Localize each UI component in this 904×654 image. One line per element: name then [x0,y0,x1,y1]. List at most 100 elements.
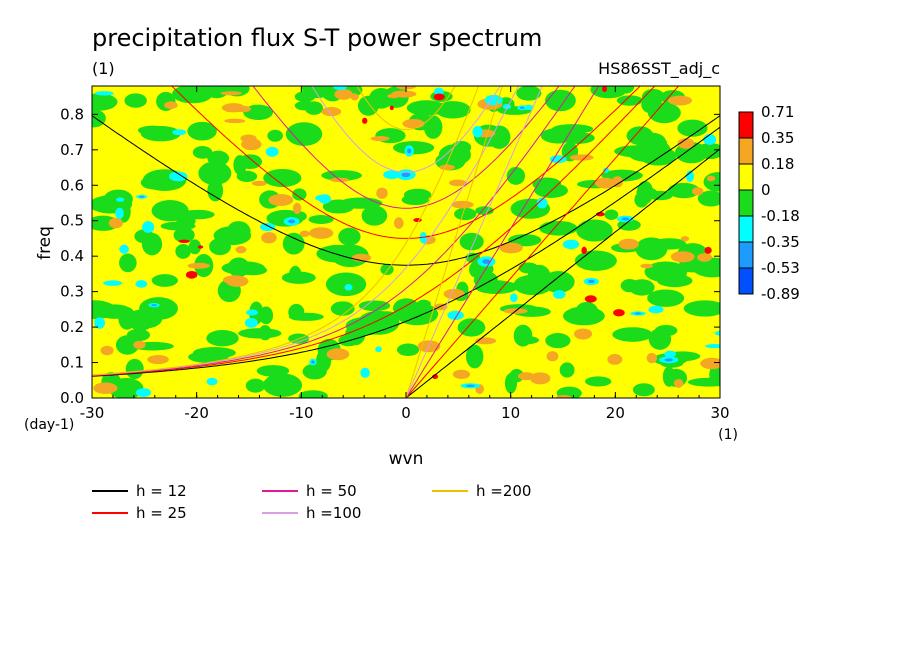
heatmap-blob-green [687,377,720,387]
x-axis-units: (1) [718,427,738,443]
heatmap-blob-green [553,185,568,196]
curve-mrg-h25 [92,86,656,377]
heatmap-blob-orange [451,200,474,209]
heatmap-blob-green [288,312,324,321]
heatmap-blob-green [338,227,361,246]
heatmap-blob-orange [700,357,720,370]
heatmap-blob-orange [220,91,243,96]
heatmap-blob-cyan [333,86,347,91]
curve-kelvin-h25 [405,86,680,398]
heatmap-blob-green [585,376,612,387]
curve-mrg-h50 [92,86,576,376]
heatmap-blob-orange [449,179,467,187]
heatmap-blob-green [576,219,613,242]
heatmap-blob-green [396,343,420,357]
heatmap-blob-orange [402,118,425,129]
curve-kelvin-h12 [405,148,720,398]
heatmap-blob-green [151,200,189,222]
heatmap-blob-green [172,86,213,104]
curve-mrg-h200 [92,86,480,376]
y-tick-label: 0.2 [60,318,84,336]
heatmap-blob-orange [299,230,310,238]
heatmap-blob-green [238,154,263,170]
heatmap-blob-red [704,246,712,254]
heatmap-blob-green [703,172,720,192]
heatmap-blob-green [285,122,323,146]
heatmap-blob-orange [133,340,146,349]
heatmap-blob-cyan [116,197,125,202]
heatmap-blob-green [648,328,672,350]
dispersion-curves [92,86,720,398]
heatmap-blob-cyan [705,343,720,349]
heatmap-blob-green [227,257,250,278]
x-tick-label: 20 [606,404,625,422]
heatmap-blob-green [677,119,708,137]
heatmap-blob-orange [309,227,334,239]
heatmap-blob-cyan [419,231,427,244]
chart-title: precipitation flux S-T power spectrum [92,24,542,52]
heatmap-blob-green [616,95,643,106]
heatmap-blob-green [457,318,486,337]
colorbar-bin [738,163,754,191]
heatmap-blob-green [632,383,655,397]
curve-ig-h200 [356,86,456,131]
heatmap-blob-orange [706,175,716,182]
colorbar-label: -0.89 [761,285,800,303]
heatmap-blob-green [474,280,518,294]
heatmap-blob-blue [151,304,157,307]
heatmap-blob-green [126,328,151,342]
heatmap-blob-green [258,325,272,341]
heatmap-blob-green [617,219,641,231]
heatmap-blob-green [308,214,334,224]
heatmap-blob-cyan [169,171,188,182]
heatmap-blob-green [395,302,439,326]
heatmap-blob-green [559,362,575,378]
heatmap-blob-orange [607,353,623,365]
heatmap-blob-blue [139,195,145,198]
legend-label: h = 50 [306,482,357,500]
heatmap-blob-cyan [103,280,123,286]
colorbar: 0.71 0.35 0.18 0 -0.18 -0.35 -0.53 -0.89 [738,103,800,303]
heatmap-blob-cyan [142,221,155,233]
heatmap-blob-orange [224,118,246,124]
colorbar-label: 0 [761,181,771,199]
heatmap-blob-blue [634,312,642,315]
heatmap-blob-green [119,253,137,273]
heatmap-blob-green [620,279,639,293]
curve-mrg-h12 [92,126,720,377]
heatmap-blob-cyan [685,170,694,182]
heatmap-blob-red [613,309,625,317]
y-tick-label: 0.7 [60,141,84,159]
heatmap-blob-orange [670,251,695,263]
heatmap-blob-green [151,274,178,287]
colorbar-bin [738,215,754,243]
heatmap-blob-green [236,170,258,182]
heatmap-blob-orange [574,328,593,340]
plot-area [92,86,720,398]
x-tick-label: -10 [289,404,314,422]
heatmap-blob-blue [287,219,296,224]
heatmap-blob-orange [93,382,118,394]
heatmap-blob-green [697,190,720,207]
heatmap-blob-green [657,274,693,288]
heatmap-blob-orange [697,253,713,262]
colorbar-label: -0.18 [761,207,800,225]
heatmap-blob-green [140,125,181,142]
heatmap-blob-orange [546,351,559,362]
heatmap-blob-green [545,333,571,349]
heatmap-blob-green [124,93,147,108]
heatmap-blob-cyan [536,197,548,209]
heatmap-blob-orange [321,107,342,117]
heatmap-blob-orange [646,352,658,364]
colorbar-bin [738,241,754,269]
heatmap-blob-green [213,226,252,246]
heatmap-blob-green [469,261,482,278]
heatmap-blob-orange [376,187,388,199]
heatmap-blob-green [647,289,685,307]
heatmap-blob-cyan [549,155,567,164]
heatmap-blob-green [206,330,239,347]
x-axis-label: wvn [389,449,424,469]
heatmap-blob-blue [407,148,412,154]
heatmap-blob-green [92,93,118,111]
